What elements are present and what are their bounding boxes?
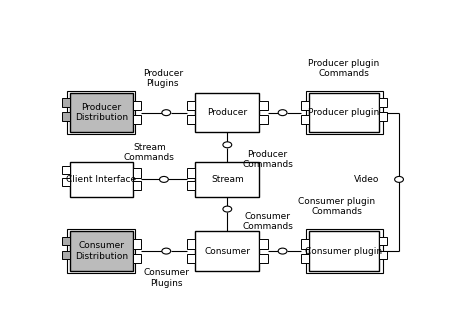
Text: Video: Video [354,175,379,184]
Bar [379,98,387,107]
Text: Producer
Plugins: Producer Plugins [143,69,183,88]
Text: Producer: Producer [207,108,247,117]
Text: Stream: Stream [211,175,244,184]
Bar [133,115,141,125]
Bar [62,251,70,259]
Bar [379,112,387,121]
Bar [187,181,195,190]
Bar [301,101,309,110]
Bar [379,251,387,259]
Text: Consumer
Commands: Consumer Commands [242,212,293,231]
Bar [62,112,70,121]
Text: Producer
Distribution: Producer Distribution [75,103,128,122]
Bar [66,229,135,273]
Bar [62,178,70,186]
Bar [70,162,133,197]
Bar [301,239,309,249]
Bar [309,93,379,133]
Bar [259,254,267,263]
Text: Stream
Commands: Stream Commands [124,143,175,162]
Text: Producer
Commands: Producer Commands [242,150,293,169]
Bar [309,231,379,271]
Bar [306,229,383,273]
Text: Consumer
Distribution: Consumer Distribution [75,241,128,261]
Text: Producer plugin: Producer plugin [308,108,380,117]
Bar [62,98,70,107]
Text: Consumer plugin
Commands: Consumer plugin Commands [298,197,375,216]
Bar [66,91,135,134]
Text: Client Interface: Client Interface [66,175,137,184]
Text: Consumer
Plugins: Consumer Plugins [143,268,189,288]
Bar [306,91,383,134]
Bar [195,162,259,197]
Bar [62,237,70,245]
Bar [70,93,133,133]
Bar [187,169,195,178]
Circle shape [278,110,287,116]
Bar [259,115,267,125]
Circle shape [162,110,171,116]
Bar [259,101,267,110]
Bar [133,181,141,190]
Bar [133,101,141,110]
Circle shape [223,206,232,212]
Circle shape [223,142,232,148]
Bar [70,231,133,271]
Bar [133,169,141,178]
Circle shape [160,177,168,182]
Bar [195,93,259,133]
Bar [133,239,141,249]
Text: Consumer: Consumer [204,247,250,256]
Text: Producer plugin
Commands: Producer plugin Commands [308,59,380,78]
Text: Consumer plugin: Consumer plugin [305,247,383,256]
Bar [187,254,195,263]
Bar [259,239,267,249]
Bar [133,254,141,263]
Circle shape [278,248,287,254]
Circle shape [162,248,171,254]
Bar [301,115,309,125]
Circle shape [395,177,403,182]
Bar [301,254,309,263]
Bar [187,101,195,110]
Bar [62,166,70,174]
Bar [187,239,195,249]
Bar [195,231,259,271]
Bar [379,237,387,245]
Bar [187,115,195,125]
